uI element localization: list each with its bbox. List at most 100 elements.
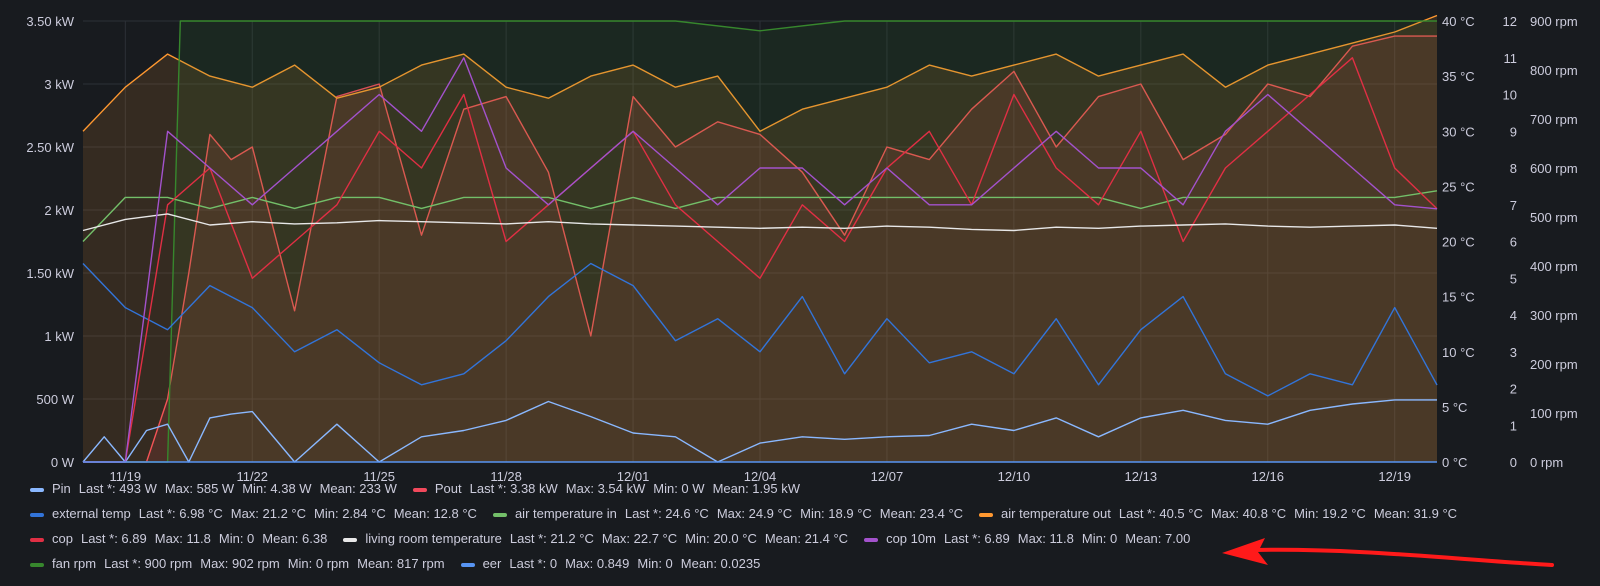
y-tick-temperature: 5 °C <box>1442 400 1467 415</box>
x-tick: 11/22 <box>236 469 268 484</box>
y-tick-rpm: 900 rpm <box>1530 14 1578 29</box>
legend-item[interactable]: living room temperature Last *: 21.2 °C Ma… <box>343 531 848 546</box>
y-tick-temperature: 25 °C <box>1442 179 1475 194</box>
y-tick-rpm: 400 rpm <box>1530 259 1578 274</box>
series-line-air-temperature-in <box>82 190 1438 242</box>
legend-stat: Mean: 7.00 <box>1125 531 1191 546</box>
legend-swatch <box>492 512 507 517</box>
y-tick-rpm: 800 rpm <box>1530 63 1578 78</box>
y-tick-cop: 9 <box>1510 124 1517 139</box>
red-arrow-head <box>1222 538 1268 565</box>
legend-stat: Max: 24.9 °C <box>716 506 793 521</box>
x-tick: 12/10 <box>998 469 1031 484</box>
y-tick-rpm: 500 rpm <box>1530 210 1578 225</box>
legend-stat: Last *: 21.2 °C <box>509 531 594 546</box>
legend-stat: Min: 0 <box>1081 531 1118 546</box>
legend-item[interactable]: air temperature in Last *: 24.6 °C Max: 24… <box>492 506 964 521</box>
legend-item[interactable]: external temp Last *: 6.98 °C Max: 21.2 °C… <box>30 506 477 521</box>
y-tick-rpm: 700 rpm <box>1530 112 1578 127</box>
y-tick-cop: 1 <box>1510 418 1517 433</box>
x-tick: 11/19 <box>110 469 142 484</box>
x-tick: 12/01 <box>617 469 650 484</box>
legend-stat: Mean: 21.4 °C <box>764 531 849 546</box>
legend-stat: Mean: 233 W <box>319 481 397 496</box>
series-line-Pin <box>82 399 1437 463</box>
legend-swatch <box>412 487 427 492</box>
y-tick-rpm: 600 rpm <box>1530 161 1578 176</box>
series-line-living-room-temperature <box>82 213 1438 232</box>
y-tick-cop: 3 <box>1510 345 1517 360</box>
axes: 0 W 500 W 1 kW 1.50 kW 2 kW 2.50 kW 3 kW 3.50 k… <box>26 14 1577 484</box>
x-tick: 12/04 <box>744 469 777 484</box>
y-tick-rpm: 200 rpm <box>1530 357 1578 372</box>
legend-stat: Mean: 12.8 °C <box>393 506 477 521</box>
legend-item[interactable]: Pin Last *: 493 W Max: 585 W Min: 4.38 W Mea… <box>30 481 397 496</box>
legend-series-name: eer <box>482 556 502 571</box>
y-tick-power: 2.50 kW <box>26 140 74 155</box>
legend-item[interactable]: cop 10m Last *: 6.89 Max: 11.8 Min: 0 Mean: … <box>864 531 1190 546</box>
legend-stat: Max: 0.849 <box>565 556 630 571</box>
legend-stat: Max: 22.7 °C <box>601 531 678 546</box>
legend-row: external temp Last *: 6.98 °C Max: 21.2 °C… <box>30 506 1473 521</box>
y-tick-rpm: 100 rpm <box>1530 406 1578 421</box>
legend-row: cop Last *: 6.89 Max: 11.8 Min: 0 Mean: 6.38… <box>30 531 1206 546</box>
y-tick-cop: 5 <box>1510 271 1517 286</box>
legend-swatch <box>30 487 44 492</box>
legend-stat: Last *: 6.89 <box>80 531 147 546</box>
legend-stat: Min: 0 <box>637 556 673 571</box>
legend-stat: Max: 585 W <box>164 481 235 496</box>
series-area-Pout <box>83 36 1437 462</box>
legend-stat: Last *: 3.38 kW <box>469 481 558 496</box>
legend-stat: Last *: 6.98 °C <box>138 506 223 521</box>
series-line-external-temp <box>82 262 1438 397</box>
legend-stat: Mean: 817 rpm <box>357 556 445 571</box>
legend-series-name: Pin <box>52 481 71 496</box>
y-tick-rpm: 0 rpm <box>1530 455 1563 470</box>
legend-stat: Last *: 6.89 <box>943 531 1010 546</box>
legend-row: fan rpm Last *: 900 rpm Max: 902 rpm Min: 0… <box>30 556 776 571</box>
legend-swatch <box>343 537 358 542</box>
y-tick-power: 3 kW <box>44 77 74 92</box>
legend-stat: Last *: 40.5 °C <box>1118 506 1203 521</box>
y-tick-power: 3.50 kW <box>26 14 74 29</box>
legend-stat: Last *: 0 <box>509 556 558 571</box>
legend-stat: Mean: 23.4 °C <box>879 506 964 521</box>
legend-stat: Min: 2.84 °C <box>314 506 386 521</box>
y-tick-temperature: 15 °C <box>1442 290 1475 305</box>
legend-item[interactable]: eer Last *: 0 Max: 0.849 Min: 0 Mean: 0.0235 <box>460 556 761 571</box>
legend-item[interactable]: cop Last *: 6.89 Max: 11.8 Min: 0 Mean: 6.38 <box>30 531 327 546</box>
legend-stat: Min: 0 <box>218 531 255 546</box>
legend-item[interactable]: fan rpm Last *: 900 rpm Max: 902 rpm Min: 0… <box>30 556 445 571</box>
legend-series-name: air temperature out <box>1001 506 1111 521</box>
y-tick-temperature: 35 °C <box>1442 69 1475 84</box>
y-tick-cop: 6 <box>1510 235 1517 250</box>
legend-stat: Max: 902 rpm <box>200 556 280 571</box>
y-tick-cop: 2 <box>1510 382 1517 397</box>
series-area-air-temperature-out <box>83 15 1437 462</box>
series-line-fan-rpm <box>83 20 1437 463</box>
legend-series-name: fan rpm <box>52 556 97 571</box>
x-tick: 12/16 <box>1251 469 1284 484</box>
y-tick-cop: 12 <box>1503 14 1517 29</box>
legend-item[interactable]: air temperature out Last *: 40.5 °C Max: 4… <box>979 506 1457 521</box>
legend-series-name: cop 10m <box>886 531 936 546</box>
legend-swatch <box>30 537 44 542</box>
legend-stat: Min: 19.2 °C <box>1294 506 1366 521</box>
legend-swatch <box>30 562 44 567</box>
y-tick-cop: 11 <box>1504 51 1518 66</box>
y-tick-power: 0 W <box>51 455 75 470</box>
legend-item[interactable]: Pout Last *: 3.38 kW Max: 3.54 kW Min: 0 W M… <box>412 481 800 496</box>
y-tick-cop: 0 <box>1510 455 1517 470</box>
legend-stat: Mean: 0.0235 <box>680 556 761 571</box>
series-line-Pout <box>83 35 1437 463</box>
y-tick-power: 1 kW <box>44 329 74 344</box>
legend-series-name: living room temperature <box>365 531 502 546</box>
legend-stat: Min: 0 rpm <box>287 556 350 571</box>
legend-stat: Min: 18.9 °C <box>800 506 872 521</box>
legend-stat: Max: 3.54 kW <box>565 481 646 496</box>
annotation-arrow <box>1222 538 1554 567</box>
y-tick-temperature: 40 °C <box>1442 14 1475 29</box>
legend-stat: Max: 11.8 <box>154 531 211 546</box>
legend-stat: Max: 11.8 <box>1017 531 1074 546</box>
legend-swatch <box>460 562 475 567</box>
